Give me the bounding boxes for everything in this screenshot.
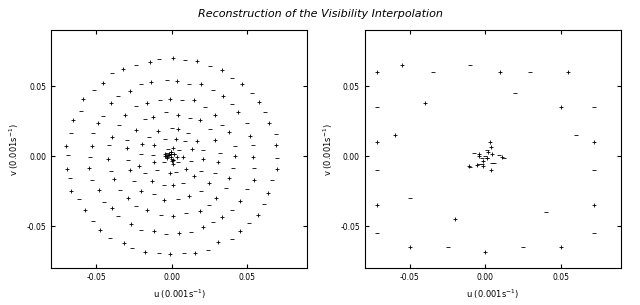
Y-axis label: v (0.001s$^{-1}$): v (0.001s$^{-1}$): [8, 123, 21, 176]
Y-axis label: v (0.001s$^{-1}$): v (0.001s$^{-1}$): [321, 123, 335, 176]
X-axis label: u (0.001s$^{-1}$): u (0.001s$^{-1}$): [153, 288, 205, 301]
Text: Reconstruction of the Visibility Interpolation: Reconstruction of the Visibility Interpo…: [198, 9, 442, 19]
X-axis label: u (0.001s$^{-1}$): u (0.001s$^{-1}$): [467, 288, 519, 301]
